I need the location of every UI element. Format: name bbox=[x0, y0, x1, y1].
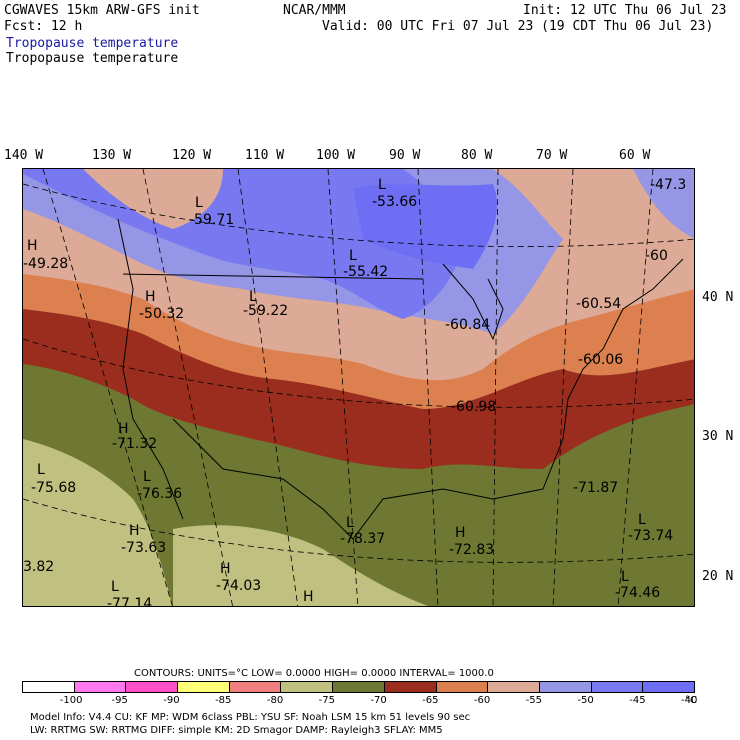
color-swatch bbox=[281, 682, 334, 692]
model-info-line1: Model Info: V4.4 CU: KF MP: WDM 6class P… bbox=[30, 712, 471, 723]
model-title: CGWAVES 15km ARW-GFS init bbox=[4, 3, 200, 18]
color-legend-label: -50 bbox=[577, 695, 594, 706]
lat-label: 40 N bbox=[702, 290, 734, 305]
map-label-letter: L bbox=[111, 579, 119, 595]
color-legend bbox=[22, 681, 695, 693]
lon-label: 90 W bbox=[389, 148, 421, 163]
map-label-letter: L bbox=[378, 177, 386, 193]
map-label-letter: H bbox=[455, 525, 466, 541]
color-swatch bbox=[74, 682, 127, 692]
color-legend-label: -70 bbox=[370, 695, 387, 706]
map-label-value: -72.83 bbox=[449, 542, 495, 558]
map-label-value: -47.3 bbox=[650, 177, 687, 193]
map-label-letter: L bbox=[249, 289, 257, 305]
lon-label: 70 W bbox=[536, 148, 568, 163]
map-label-value: -55.42 bbox=[343, 264, 389, 280]
map-label-value: -78.37 bbox=[340, 531, 386, 547]
map-label-letter: L bbox=[638, 512, 646, 528]
color-legend-label: -85 bbox=[215, 695, 232, 706]
map-label-value: -71.87 bbox=[573, 480, 619, 496]
map-label-letter: L bbox=[346, 515, 354, 531]
map-label-value: -60.98 bbox=[451, 399, 497, 415]
tropopause-temperature-field bbox=[23, 169, 694, 606]
field-title-contour: Tropopause temperature bbox=[6, 51, 179, 66]
color-swatch bbox=[229, 682, 282, 692]
color-swatch bbox=[488, 682, 540, 692]
map-label-letter: L bbox=[143, 469, 151, 485]
map-label-letter: H bbox=[129, 523, 140, 539]
map-label-value: -74.46 bbox=[615, 585, 661, 601]
lon-label: 140 W bbox=[4, 148, 44, 163]
map-label-value: -60.54 bbox=[576, 296, 622, 312]
lat-label: 30 N bbox=[702, 429, 734, 444]
map-label-letter: L bbox=[195, 195, 203, 211]
lon-label: 130 W bbox=[92, 148, 132, 163]
color-legend-label: -80 bbox=[266, 695, 284, 706]
init-time: Init: 12 UTC Thu 06 Jul 23 bbox=[523, 3, 727, 18]
forecast-hour: Fcst: 12 h bbox=[4, 19, 83, 34]
color-swatch bbox=[539, 682, 592, 692]
color-swatch bbox=[178, 682, 230, 692]
color-swatch bbox=[333, 682, 385, 692]
map-label-letter: H bbox=[145, 289, 156, 305]
map-label-value: -73.74 bbox=[628, 528, 674, 544]
map-label-value: -60 bbox=[645, 248, 668, 264]
lon-label: 120 W bbox=[172, 148, 212, 163]
lat-label: 20 N bbox=[702, 569, 734, 584]
lon-label: 80 W bbox=[461, 148, 493, 163]
color-legend-label: -90 bbox=[163, 695, 180, 706]
lon-label: 100 W bbox=[316, 148, 356, 163]
color-legend-label: -65 bbox=[422, 695, 439, 706]
lon-label: 110 W bbox=[245, 148, 285, 163]
map-label-value: -49.28 bbox=[23, 256, 69, 272]
map-label-value: -50.32 bbox=[139, 306, 185, 322]
color-legend-label: -40 bbox=[681, 695, 698, 706]
map-label-letter: L bbox=[349, 248, 357, 264]
color-legend-label: -100 bbox=[59, 695, 83, 706]
color-swatch bbox=[436, 682, 489, 692]
color-legend-label: -45 bbox=[629, 695, 646, 706]
color-legend-label: -95 bbox=[111, 695, 128, 706]
map-label-value: 3.82 bbox=[23, 559, 55, 575]
color-swatch bbox=[643, 682, 694, 692]
map-label-letter: L bbox=[37, 462, 45, 478]
map-label-value: -59.22 bbox=[243, 303, 289, 319]
map-label-value: -59.71 bbox=[189, 212, 235, 228]
lon-label: 60 W bbox=[619, 148, 651, 163]
color-swatch bbox=[591, 682, 644, 692]
map-label-letter: H bbox=[118, 421, 129, 437]
map-label-value: -71.32 bbox=[112, 436, 158, 452]
map-label-letter: H bbox=[303, 589, 314, 605]
map-label-value: -53.66 bbox=[372, 194, 418, 210]
field-title-shaded: Tropopause temperature bbox=[6, 36, 179, 51]
map-label-letter: H bbox=[220, 561, 231, 577]
map-panel: L -59.71 L -53.66 -47.3 H -49.28 H -50.3… bbox=[22, 168, 695, 607]
color-swatch bbox=[23, 682, 75, 692]
org-label: NCAR/MMM bbox=[283, 3, 346, 18]
map-label-value: -60.84 bbox=[445, 317, 491, 333]
map-label-letter: L bbox=[621, 569, 629, 585]
color-legend-label: -60 bbox=[473, 695, 491, 706]
map-label-value: -73.63 bbox=[121, 540, 167, 556]
color-swatch bbox=[384, 682, 437, 692]
map-label-letter: H bbox=[27, 238, 38, 254]
model-info-line2: LW: RRTMG SW: RRTMG DIFF: simple KM: 2D … bbox=[30, 725, 443, 736]
map-label-value: -75.68 bbox=[31, 480, 77, 496]
color-legend-label: -75 bbox=[318, 695, 335, 706]
map-label-value: -76.36 bbox=[137, 486, 183, 502]
contours-info: CONTOURS: UNITS=°C LOW= 0.0000 HIGH= 0.0… bbox=[134, 668, 494, 679]
color-legend-label: -55 bbox=[525, 695, 543, 706]
map-label-value: -74.03 bbox=[216, 578, 262, 594]
map-label-value: -77.14 bbox=[107, 596, 153, 607]
color-legend-label: °C bbox=[685, 695, 697, 706]
color-swatch bbox=[126, 682, 179, 692]
map-label-value: -60.06 bbox=[578, 352, 624, 368]
valid-time: Valid: 00 UTC Fri 07 Jul 23 (19 CDT Thu … bbox=[322, 19, 714, 34]
